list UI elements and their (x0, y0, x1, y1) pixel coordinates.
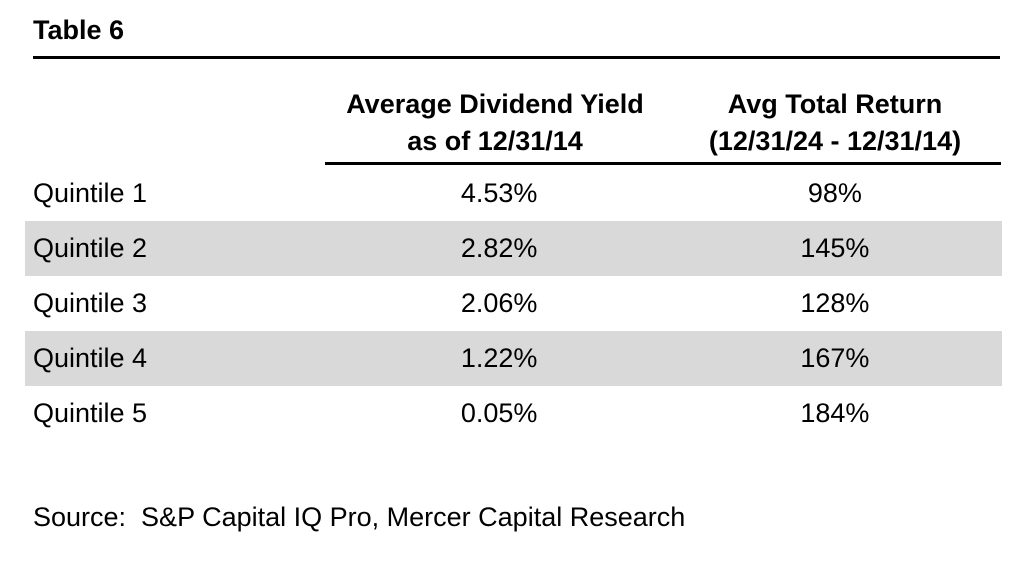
table-row-quintile-3: Quintile 3 2.06% 128% (25, 276, 1002, 331)
row-label: Quintile 5 (33, 398, 148, 428)
dividend-yield-value: 2.82% (460, 233, 538, 263)
column-header-total-return-line1: Avg Total Return (727, 89, 943, 119)
table-body: Quintile 1 4.53% 98% Quintile 2 2.82% 14… (0, 166, 1036, 441)
column-header-dividend-yield-line2: as of 12/31/14 (407, 126, 583, 156)
header-rule-divider (325, 162, 1001, 165)
dividend-yield-value: 2.06% (460, 288, 538, 318)
column-header-dividend-yield: Average Dividend Yield as of 12/31/14 (325, 86, 665, 160)
table-title: Table 6 (33, 15, 125, 45)
column-header-total-return: Avg Total Return (12/31/24 - 12/31/14) (665, 86, 1005, 160)
total-return-value: 145% (800, 233, 870, 263)
dividend-yield-value: 1.22% (460, 343, 538, 373)
table-row-quintile-1: Quintile 1 4.53% 98% (25, 166, 1002, 221)
table-row-quintile-5: Quintile 5 0.05% 184% (25, 386, 1002, 441)
total-return-value: 167% (800, 343, 870, 373)
column-header-total-return-line2: (12/31/24 - 12/31/14) (708, 126, 962, 156)
title-rule-divider (33, 56, 1000, 59)
row-label: Quintile 1 (33, 178, 148, 208)
table-row-quintile-2: Quintile 2 2.82% 145% (25, 221, 1002, 276)
row-label: Quintile 3 (33, 288, 148, 318)
total-return-value: 128% (800, 288, 870, 318)
total-return-value: 184% (800, 398, 870, 428)
source-attribution: Source: S&P Capital IQ Pro, Mercer Capit… (33, 502, 686, 532)
row-label: Quintile 4 (33, 343, 148, 373)
table-row-quintile-4: Quintile 4 1.22% 167% (25, 331, 1002, 386)
dividend-yield-value: 4.53% (460, 178, 538, 208)
column-header-dividend-yield-line1: Average Dividend Yield (346, 89, 644, 119)
total-return-value: 98% (807, 178, 862, 208)
row-label: Quintile 2 (33, 233, 148, 263)
dividend-yield-value: 0.05% (460, 398, 538, 428)
